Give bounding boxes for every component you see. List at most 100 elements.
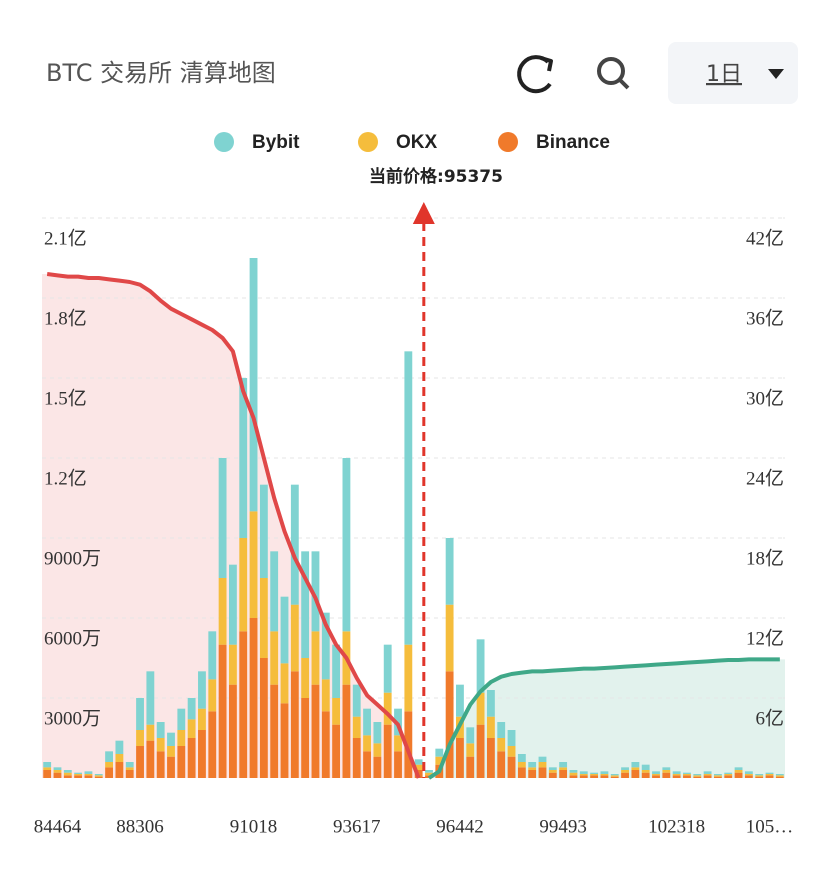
y2-tick-label: 6亿 bbox=[755, 707, 784, 729]
bar-segment bbox=[94, 776, 103, 778]
bar-segment bbox=[579, 774, 588, 776]
y2-tick-label: 36亿 bbox=[746, 307, 784, 329]
x-tick-label: 102318 bbox=[648, 816, 705, 837]
bar-segment bbox=[569, 772, 578, 776]
bar-segment bbox=[621, 767, 629, 770]
bar-segment bbox=[239, 378, 248, 538]
bar-segment bbox=[703, 771, 712, 774]
bar-segment bbox=[84, 774, 93, 776]
bar-segment bbox=[156, 738, 165, 752]
bar-segment bbox=[115, 754, 124, 762]
bar-segment bbox=[383, 692, 392, 725]
bar-segment bbox=[321, 612, 330, 680]
timeframe-dropdown[interactable]: 1日 bbox=[668, 42, 798, 104]
bar-segment bbox=[259, 578, 268, 658]
legend-label: Bybit bbox=[252, 132, 300, 153]
bar-segment bbox=[249, 618, 258, 778]
bar-segment bbox=[74, 774, 83, 776]
bar-segment bbox=[167, 732, 175, 746]
bar-segment bbox=[497, 738, 506, 752]
bar-segment bbox=[610, 775, 619, 777]
bar-segment bbox=[301, 698, 310, 778]
y2-tick-label: 12亿 bbox=[746, 627, 784, 649]
bar-segment bbox=[476, 639, 485, 693]
bar-segment bbox=[507, 730, 516, 746]
bar-segment bbox=[425, 772, 433, 776]
bar-segment bbox=[280, 596, 289, 664]
bar-segment bbox=[332, 724, 341, 778]
bar-segment bbox=[84, 775, 93, 778]
bar-segment bbox=[693, 774, 702, 776]
x-tick-label: 99493 bbox=[539, 816, 587, 837]
y-tick-label: 3000万 bbox=[44, 708, 101, 729]
y-tick-label: 2.1亿 bbox=[44, 227, 87, 249]
bar-segment bbox=[579, 771, 588, 774]
x-tick-label: 91018 bbox=[230, 816, 278, 837]
legend-swatch bbox=[498, 132, 518, 152]
bar-segment bbox=[600, 771, 609, 774]
bar-segment bbox=[744, 775, 753, 778]
y2-tick-label: 42亿 bbox=[746, 227, 784, 249]
bar-segment bbox=[445, 671, 454, 778]
bar-segment bbox=[363, 735, 371, 752]
bar-segment bbox=[662, 767, 671, 770]
bar-segment bbox=[311, 631, 320, 685]
bar-segment bbox=[744, 774, 753, 776]
bar-segment bbox=[724, 774, 733, 776]
bar-segment bbox=[156, 722, 165, 738]
bar-segment bbox=[228, 684, 237, 778]
bar-segment bbox=[146, 671, 155, 725]
bar-segment bbox=[342, 684, 351, 778]
bar-segment bbox=[703, 774, 712, 776]
bar-segment bbox=[259, 484, 268, 578]
bar-segment bbox=[476, 724, 485, 778]
bar-segment bbox=[610, 776, 619, 778]
legend-label: OKX bbox=[396, 132, 438, 153]
bar-segment bbox=[755, 775, 764, 777]
bar-segment bbox=[672, 771, 681, 774]
bar-segment bbox=[517, 767, 526, 778]
bar-segment bbox=[600, 774, 609, 776]
bar-segment bbox=[775, 775, 784, 777]
bar-segment bbox=[208, 679, 217, 712]
bar-segment bbox=[559, 770, 568, 778]
bar-segment bbox=[683, 772, 691, 774]
bar-segment bbox=[621, 770, 629, 773]
bar-segment bbox=[146, 740, 155, 778]
bar-segment bbox=[136, 698, 144, 730]
bar-segment bbox=[734, 767, 743, 770]
bar-segment bbox=[744, 771, 753, 774]
bar-segment bbox=[724, 772, 733, 774]
bar-segment bbox=[373, 756, 382, 778]
bar-segment bbox=[714, 776, 722, 778]
bar-segment bbox=[590, 774, 599, 776]
bar-segment bbox=[311, 551, 320, 632]
bar-segment bbox=[486, 716, 495, 738]
bar-segment bbox=[270, 551, 279, 632]
bar-segment bbox=[228, 564, 237, 645]
bar-segment bbox=[177, 746, 186, 778]
bar-segment bbox=[590, 775, 599, 778]
area-fill bbox=[428, 659, 785, 778]
bar-segment bbox=[218, 458, 227, 578]
x-tick-label: 105… bbox=[746, 816, 794, 837]
bar-segment bbox=[517, 754, 526, 762]
bar-segment bbox=[538, 762, 547, 768]
bar-segment bbox=[74, 775, 83, 778]
bar-segment bbox=[198, 708, 206, 730]
x-tick-label: 88306 bbox=[116, 816, 164, 837]
bar-segment bbox=[755, 776, 764, 778]
y2-tick-label: 18亿 bbox=[746, 547, 784, 569]
bar-segment bbox=[486, 690, 495, 717]
bar-segment bbox=[734, 772, 743, 778]
refresh-button[interactable] bbox=[517, 55, 553, 94]
bar-segment bbox=[414, 764, 423, 770]
bar-segment bbox=[693, 775, 702, 777]
legend-swatch bbox=[358, 132, 378, 152]
bar-segment bbox=[43, 770, 52, 778]
search-button[interactable] bbox=[597, 57, 630, 90]
bar-segment bbox=[301, 658, 310, 698]
bar-segment bbox=[652, 775, 660, 778]
bar-segment bbox=[74, 772, 83, 774]
bar-segment bbox=[198, 730, 206, 778]
